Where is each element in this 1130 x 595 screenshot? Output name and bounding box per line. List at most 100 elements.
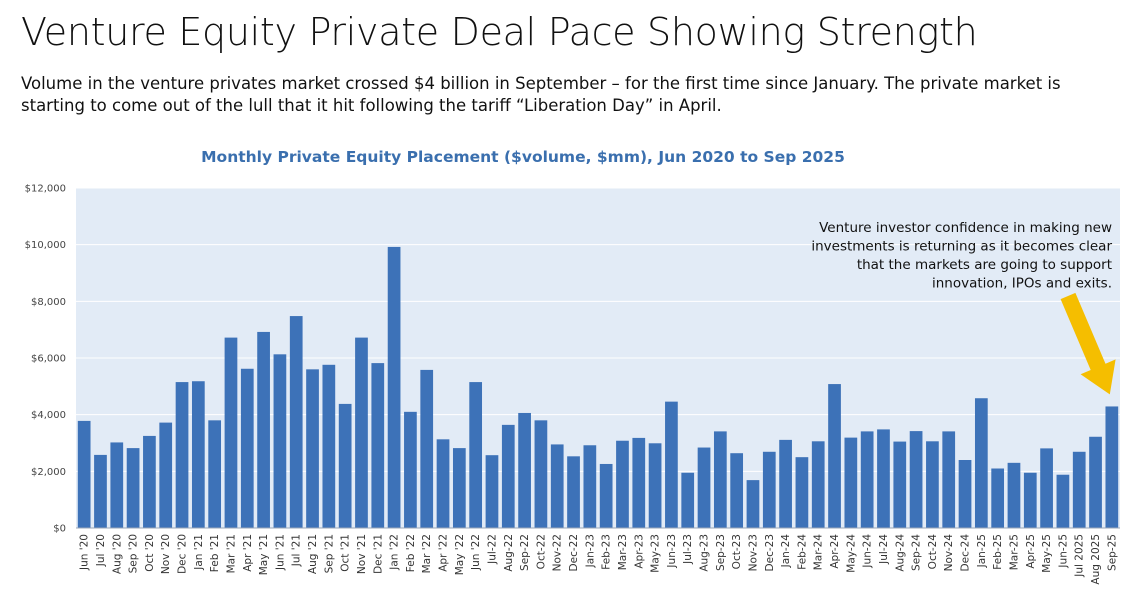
bar xyxy=(518,412,531,528)
chart-title: Monthly Private Equity Placement ($volum… xyxy=(201,148,845,166)
annotation-text: Venture investor confidence in making ne… xyxy=(819,220,1112,236)
bar xyxy=(371,363,385,528)
bar xyxy=(713,431,727,528)
bar xyxy=(355,337,368,528)
x-tick-label: Mar-23 xyxy=(617,534,629,570)
x-tick-label: Apr-24 xyxy=(829,534,841,569)
x-tick-label: Sep-22 xyxy=(519,534,531,571)
bar xyxy=(1072,451,1086,528)
bar xyxy=(860,431,874,528)
bar xyxy=(632,437,646,528)
bar xyxy=(485,455,499,528)
x-tick-label: Jul '21 xyxy=(291,534,303,567)
x-tick-label: Nov '21 xyxy=(356,534,368,574)
annotation-text: investments is returning as it becomes c… xyxy=(811,239,1112,255)
bar xyxy=(1007,462,1021,528)
x-tick-label: May '22 xyxy=(454,534,466,575)
bar xyxy=(143,435,156,528)
bar xyxy=(648,443,662,528)
x-tick-label: Apr-23 xyxy=(633,534,645,569)
x-tick-label: Sep '20 xyxy=(128,534,140,573)
bar xyxy=(974,398,988,528)
x-tick-label: Apr-25 xyxy=(1025,534,1037,569)
bar xyxy=(893,441,907,528)
bar xyxy=(616,440,629,528)
bar xyxy=(1040,448,1053,528)
x-tick-label: Apr '22 xyxy=(438,534,450,572)
bar xyxy=(94,454,107,528)
page-subtitle: Volume in the venture privates market cr… xyxy=(21,74,1061,115)
bar xyxy=(501,424,515,528)
x-tick-label: Jan-24 xyxy=(780,534,792,569)
x-tick-label: Feb '21 xyxy=(209,534,221,572)
x-tick-label: Jan-23 xyxy=(584,534,596,568)
bar xyxy=(991,468,1005,528)
bar xyxy=(762,451,776,528)
bar xyxy=(322,364,336,528)
bar xyxy=(681,472,695,528)
bar xyxy=(273,354,287,528)
x-tick-label: Dec-22 xyxy=(568,534,580,571)
x-tick-label: Feb-24 xyxy=(796,534,808,570)
x-tick-label: Oct-23 xyxy=(731,534,743,569)
x-tick-label: Aug-22 xyxy=(503,534,515,572)
y-tick-label: $6,000 xyxy=(31,354,66,365)
bar xyxy=(469,382,483,528)
x-tick-label: Dec-23 xyxy=(764,534,776,571)
x-tick-label: Jun-23 xyxy=(666,534,678,569)
bar xyxy=(159,422,173,528)
bar xyxy=(208,420,222,528)
bar xyxy=(730,453,744,528)
y-tick-label: $0 xyxy=(53,524,66,535)
x-tick-label: Jun '22 xyxy=(470,534,482,571)
x-tick-label: Jul-22 xyxy=(486,534,498,565)
x-tick-label: Dec-24 xyxy=(960,534,972,572)
x-tick-label: Jan '22 xyxy=(389,534,401,571)
bar xyxy=(811,441,825,528)
bar xyxy=(697,447,711,528)
x-tick-label: Feb '22 xyxy=(405,534,417,572)
bar xyxy=(452,448,466,528)
bar xyxy=(779,439,792,528)
x-tick-label: May-23 xyxy=(650,534,662,573)
bar xyxy=(338,403,352,528)
bar xyxy=(191,381,205,528)
x-tick-label: Nov '20 xyxy=(160,534,172,574)
bar xyxy=(1089,436,1102,528)
bar xyxy=(534,420,548,528)
x-tick-label: Aug 2025 xyxy=(1090,534,1102,585)
bar xyxy=(257,331,270,528)
x-tick-label: Aug '20 xyxy=(111,534,123,574)
x-tick-label: Sep '21 xyxy=(323,534,335,573)
x-tick-label: Jul 2025 xyxy=(1074,534,1086,578)
x-tick-label: Jul-24 xyxy=(878,534,890,565)
y-tick-label: $4,000 xyxy=(31,410,66,421)
x-tick-label: Jun-25 xyxy=(1057,534,1069,569)
x-tick-label: Aug-24 xyxy=(894,534,906,572)
x-tick-label: Mar-24 xyxy=(813,534,825,571)
x-tick-label: Dec '20 xyxy=(177,534,189,574)
x-tick-label: Oct-22 xyxy=(535,534,547,569)
bar xyxy=(436,439,450,528)
x-tick-label: Sep-24 xyxy=(911,534,923,571)
bar xyxy=(942,431,956,528)
x-tick-label: Mar '21 xyxy=(225,534,237,573)
page-title: Venture Equity Private Deal Pace Showing… xyxy=(21,10,978,54)
y-tick-label: $2,000 xyxy=(31,467,66,478)
x-tick-label: Jul '20 xyxy=(95,534,107,567)
bar xyxy=(926,441,939,528)
bar xyxy=(420,369,434,528)
bar xyxy=(240,368,254,528)
x-tick-label: Jan '21 xyxy=(193,534,205,571)
bar xyxy=(387,246,401,528)
bar xyxy=(665,401,678,528)
x-tick-label: Oct '20 xyxy=(144,534,156,572)
bar xyxy=(599,463,613,528)
bar xyxy=(828,384,841,528)
bar xyxy=(77,420,91,528)
x-tick-label: Dec '21 xyxy=(372,534,384,574)
bar xyxy=(224,337,238,528)
bar xyxy=(175,382,189,528)
annotation-arrow xyxy=(1060,292,1116,395)
